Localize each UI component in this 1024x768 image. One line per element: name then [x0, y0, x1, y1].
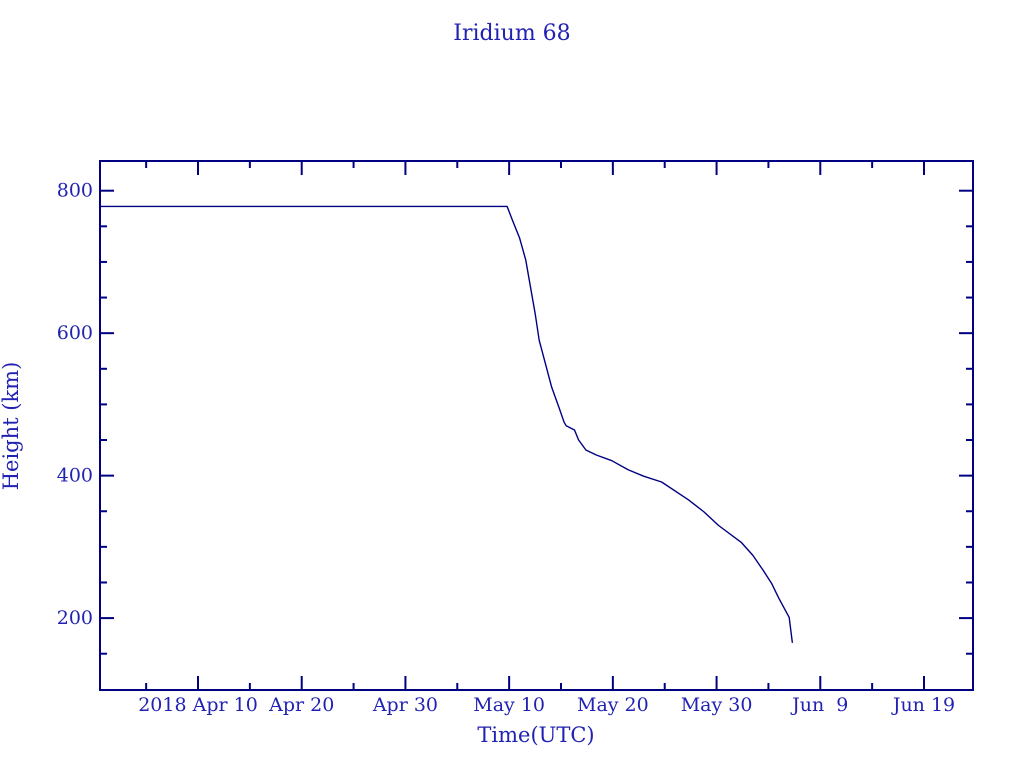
tick-labels: 2018 Apr 10 Apr 20 Apr 30 May 10 May 20 May 3… [57, 180, 955, 716]
x-tick-label: Apr 20 [268, 694, 334, 716]
data-series [99, 205, 793, 643]
y-tick-label: 600 [57, 322, 93, 344]
x-tick-label: 2018 Apr 10 [138, 694, 258, 716]
x-tick-label: Jun 9 [790, 694, 848, 716]
x-tick-label: Jun 19 [891, 694, 955, 716]
x-tick-label: May 10 [473, 694, 545, 716]
plot-frame [99, 160, 974, 691]
x-axis-label: Time(UTC) [477, 723, 594, 747]
x-tick-label: May 20 [577, 694, 649, 716]
y-tick-label: 400 [57, 465, 93, 487]
axis-ticks [100, 161, 973, 690]
chart-title: Iridium 68 [453, 21, 570, 46]
axis-frame [99, 160, 974, 691]
y-tick-label: 800 [57, 180, 93, 202]
height-decay-line [99, 205, 793, 643]
x-tick-label: May 30 [681, 694, 753, 716]
y-axis-label: Height (km) [0, 362, 23, 491]
x-tick-label: Apr 30 [372, 694, 438, 716]
y-tick-label: 200 [57, 607, 93, 629]
